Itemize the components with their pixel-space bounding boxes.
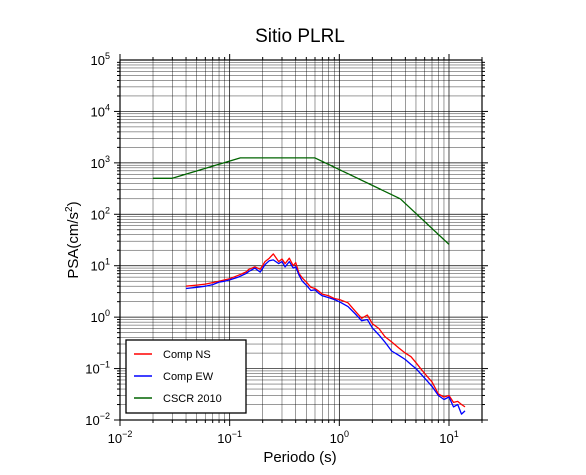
legend-label-ns: Comp NS [163,349,211,361]
y-axis-ticks: 10−2 10−1 100 101 102 103 104 105 [85,51,488,428]
y-tick-label: 10−1 [85,360,110,377]
y-axis-label-sup: 2 [64,206,75,212]
x-axis-ticks: 10−2 10−1 100 101 [108,54,483,446]
chart-title: Sitio PLRL [255,26,345,47]
series-line-0 [185,253,466,408]
chart-series [153,157,466,415]
y-tick-label: 10−2 [85,411,110,428]
plot-frame [119,59,483,421]
y-tick-label: 103 [91,154,110,171]
y-axis-label-tail: ) [65,201,82,206]
y-tick-label: 101 [91,257,110,274]
series-line-2 [153,157,450,245]
y-axis-label-base: PSA(cm/s [65,212,82,279]
y-axis-label: PSA(cm/s2) [64,201,82,278]
legend-label-cscr: CSCR 2010 [163,393,222,405]
x-axis-label: Periodo (s) [263,449,336,466]
y-tick-label: 105 [91,51,110,68]
x-tick-label: 10−2 [108,429,133,446]
y-tick-label: 104 [91,102,110,119]
chart-grid [120,60,482,420]
legend-box [125,339,247,414]
x-tick-label: 10−1 [217,429,242,446]
y-tick-label: 100 [91,308,110,325]
legend: Comp NS Comp EW CSCR 2010 [125,339,247,414]
y-tick-label: 102 [91,205,110,222]
series-line-1 [185,259,466,415]
legend-label-ew: Comp EW [163,371,214,383]
x-tick-label: 101 [439,429,458,446]
x-tick-label: 100 [330,429,349,446]
